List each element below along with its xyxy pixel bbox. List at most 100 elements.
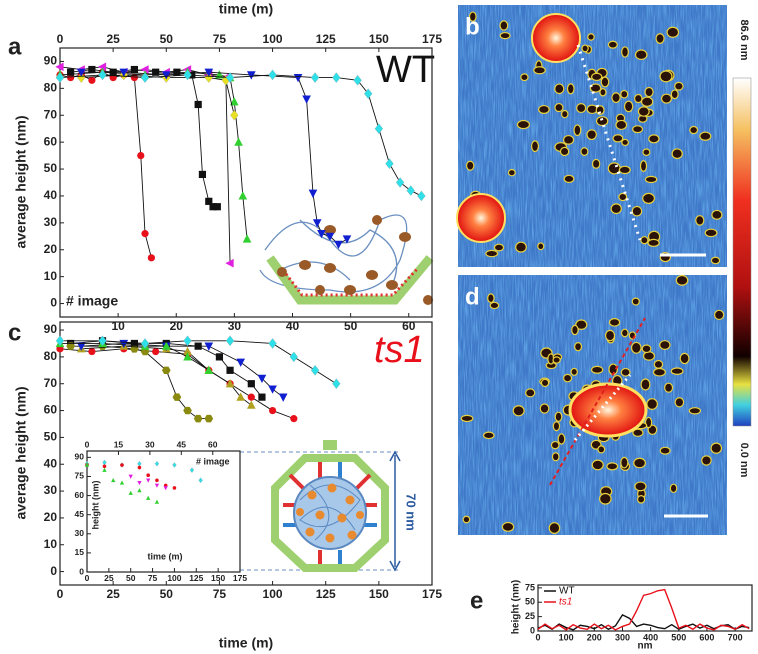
data-point <box>238 191 248 200</box>
data-point <box>268 69 277 81</box>
afm-particle <box>608 318 621 327</box>
afm-particle <box>598 492 612 505</box>
y-tick-label: 50 <box>44 161 58 175</box>
afm-particle <box>634 49 648 61</box>
afm-particle <box>587 33 595 41</box>
afm-particle <box>653 359 664 369</box>
y-tick-label: 20 <box>44 242 58 256</box>
afm-particle <box>640 236 649 245</box>
data-point <box>84 462 90 467</box>
data-point <box>374 123 384 134</box>
schematic-a <box>259 214 434 305</box>
data-point <box>128 490 133 495</box>
schematic-c <box>240 440 401 572</box>
afm-particle <box>620 328 629 338</box>
x-tick-label: 0 <box>535 633 540 643</box>
data-point <box>172 462 177 468</box>
x-tick-label: 300 <box>615 633 630 643</box>
x-axis-label: time (m) <box>219 1 273 17</box>
x2-axis-label: # image <box>196 456 230 466</box>
y-tick-label: 75 <box>525 582 535 592</box>
y-tick-label: 70 <box>44 107 58 121</box>
afm-particle <box>516 119 531 130</box>
data-point <box>119 480 125 485</box>
x-tick-label: 75 <box>213 587 227 601</box>
y-tick-label: 0 <box>79 566 84 576</box>
afm-image-d <box>458 274 727 535</box>
afm-particle <box>581 44 589 53</box>
x-tick-label: 100 <box>559 633 574 643</box>
afm-particle <box>548 522 561 534</box>
legend-label: WT <box>559 586 575 597</box>
data-point <box>189 467 195 473</box>
afm-particle <box>551 452 560 462</box>
x-tick-label: 700 <box>728 633 743 643</box>
fit-line <box>81 343 284 398</box>
x-tick-label: 600 <box>699 633 714 643</box>
data-point <box>137 465 142 470</box>
data-point <box>353 74 362 86</box>
data-point <box>140 72 150 83</box>
x-tick-label: 400 <box>643 633 658 643</box>
x-tick-label: 150 <box>369 587 389 601</box>
data-point <box>102 467 107 472</box>
afm-particle <box>642 148 651 156</box>
y-tick-label: 30 <box>75 528 85 538</box>
data-point <box>163 486 168 491</box>
afm-particle <box>688 407 702 415</box>
afm-particle <box>710 256 721 265</box>
afm-particle <box>537 242 545 251</box>
panel-label: b <box>465 13 480 40</box>
y-tick-label: 10 <box>44 537 58 551</box>
x-axis-label: time (m) <box>147 551 182 561</box>
data-point <box>146 478 151 483</box>
afm-particle <box>507 168 516 177</box>
afm-particle <box>647 238 660 247</box>
afm-particle <box>597 445 606 454</box>
data-point <box>147 254 156 262</box>
afm-particle <box>487 293 495 304</box>
afm-particle <box>552 356 561 364</box>
afm-particle <box>462 515 471 524</box>
data-point <box>268 338 277 349</box>
data-point <box>194 100 202 109</box>
y-tick-label: 60 <box>75 490 85 500</box>
x-tick-label: 60 <box>402 319 416 333</box>
data-point <box>88 76 96 84</box>
data-point <box>154 460 160 467</box>
afm-particle <box>465 160 475 171</box>
data-point <box>204 68 214 77</box>
afm-particle <box>493 243 505 252</box>
afm-particle <box>557 433 566 445</box>
x-axis-label: time (m) <box>219 635 273 651</box>
colorbar-min: 0.0 nm <box>738 443 750 478</box>
fit-line <box>70 69 218 208</box>
afm-particle <box>713 309 725 321</box>
afm-particle <box>540 378 550 388</box>
data-point <box>183 406 192 415</box>
afm-particle <box>520 73 529 82</box>
y-tick-label: 60 <box>44 403 58 417</box>
afm-particle <box>599 88 607 97</box>
afm-particle <box>482 431 495 440</box>
x-tick-label: 175 <box>233 573 247 583</box>
afm-particle <box>631 205 643 217</box>
x-tick-label: 0 <box>57 587 64 601</box>
data-point <box>130 65 138 74</box>
afm-particle <box>571 324 579 336</box>
data-point <box>317 230 326 239</box>
afm-particle <box>648 134 660 144</box>
data-point <box>257 374 267 384</box>
plot-frame <box>59 47 433 318</box>
afm-particle <box>554 102 564 113</box>
afm-particle <box>499 31 511 40</box>
afm-particle <box>550 440 560 450</box>
x-tick-label: 200 <box>587 633 602 643</box>
x-tick-label: 50 <box>160 587 174 601</box>
data-point <box>236 392 246 401</box>
afm-particle <box>499 20 509 31</box>
y-tick-label: 70 <box>44 376 58 390</box>
afm-particle <box>640 378 651 391</box>
afm-particle <box>644 175 658 184</box>
